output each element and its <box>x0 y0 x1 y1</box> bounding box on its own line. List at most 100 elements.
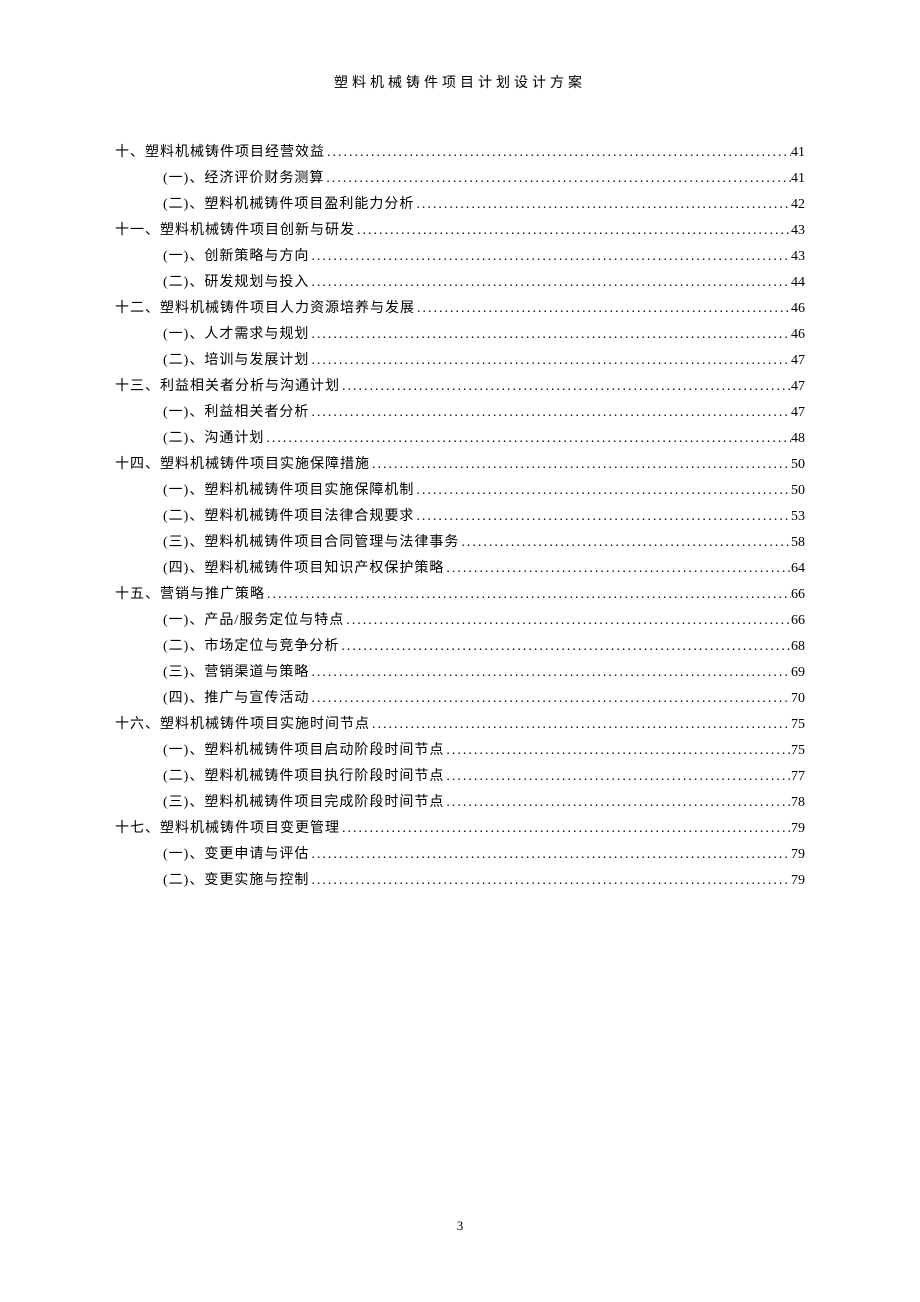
toc-entry-leader <box>444 764 791 790</box>
toc-entry-leader <box>265 582 791 608</box>
toc-entry-page: 43 <box>791 244 805 270</box>
toc-entry-page: 66 <box>791 608 805 634</box>
toc-entry-page: 43 <box>791 218 805 244</box>
toc-entry-title: (二)、塑料机械铸件项目法律合规要求 <box>163 504 414 530</box>
toc-entry: (三)、塑料机械铸件项目合同管理与法律事务 58 <box>115 530 805 556</box>
toc-entry-leader <box>415 296 791 322</box>
toc-entry: (二)、培训与发展计划 47 <box>115 348 805 374</box>
toc-entry-leader <box>309 868 791 894</box>
toc-entry-leader <box>459 530 791 556</box>
toc-entry-leader <box>444 738 791 764</box>
toc-entry-leader <box>309 686 791 712</box>
toc-entry-page: 69 <box>791 660 805 686</box>
toc-entry-page: 68 <box>791 634 805 660</box>
toc-entry-title: 十一、塑料机械铸件项目创新与研发 <box>115 218 355 244</box>
toc-entry-title: (四)、推广与宣传活动 <box>163 686 309 712</box>
toc-entry: (一)、产品/服务定位与特点 66 <box>115 608 805 634</box>
toc-entry-leader <box>325 140 791 166</box>
toc-entry-title: (一)、变更申请与评估 <box>163 842 309 868</box>
toc-entry-page: 79 <box>791 842 805 868</box>
toc-entry-page: 58 <box>791 530 805 556</box>
toc-entry-page: 75 <box>791 712 805 738</box>
toc-entry-leader <box>414 192 791 218</box>
toc-entry-page: 47 <box>791 374 805 400</box>
toc-entry-leader <box>370 712 791 738</box>
toc-entry: 十四、塑料机械铸件项目实施保障措施 50 <box>115 452 805 478</box>
toc-entry-leader <box>344 608 791 634</box>
toc-entry-title: (一)、创新策略与方向 <box>163 244 309 270</box>
toc-entry-page: 50 <box>791 452 805 478</box>
toc-entry-page: 53 <box>791 504 805 530</box>
toc-entry-leader <box>309 348 791 374</box>
toc-entry-leader <box>370 452 791 478</box>
toc-entry: (一)、经济评价财务测算41 <box>115 166 805 192</box>
toc-entry-title: 十三、利益相关者分析与沟通计划 <box>115 374 340 400</box>
toc-entry-leader <box>444 790 791 816</box>
toc-entry-page: 75 <box>791 738 805 764</box>
toc-entry-title: 十六、塑料机械铸件项目实施时间节点 <box>115 712 370 738</box>
toc-entry-page: 47 <box>791 400 805 426</box>
toc-entry: (一)、利益相关者分析 47 <box>115 400 805 426</box>
toc-entry-leader <box>309 322 791 348</box>
toc-entry: (一)、塑料机械铸件项目实施保障机制50 <box>115 478 805 504</box>
toc-entry: (二)、市场定位与竞争分析 68 <box>115 634 805 660</box>
toc-entry: (一)、塑料机械铸件项目启动阶段时间节点 75 <box>115 738 805 764</box>
toc-entry-leader <box>414 478 791 504</box>
toc-entry-title: 十二、塑料机械铸件项目人力资源培养与发展 <box>115 296 415 322</box>
toc-entry-leader <box>340 374 791 400</box>
toc-entry: (二)、研发规划与投入 44 <box>115 270 805 296</box>
toc-entry-leader <box>309 400 791 426</box>
toc-entry: 十七、塑料机械铸件项目变更管理 79 <box>115 816 805 842</box>
toc-entry-page: 78 <box>791 790 805 816</box>
toc-entry-title: 十、塑料机械铸件项目经营效益 <box>115 140 325 166</box>
toc-entry-title: (二)、塑料机械铸件项目执行阶段时间节点 <box>163 764 444 790</box>
page-number: 3 <box>0 1218 920 1234</box>
toc-entry-page: 41 <box>791 166 805 192</box>
toc-entry-title: 十七、塑料机械铸件项目变更管理 <box>115 816 340 842</box>
toc-entry-page: 79 <box>791 816 805 842</box>
toc-entry-title: (一)、人才需求与规划 <box>163 322 309 348</box>
toc-entry: 十六、塑料机械铸件项目实施时间节点 75 <box>115 712 805 738</box>
toc-entry-leader <box>324 166 791 192</box>
toc-entry: 十、塑料机械铸件项目经营效益41 <box>115 140 805 166</box>
toc-entry: 十二、塑料机械铸件项目人力资源培养与发展46 <box>115 296 805 322</box>
toc-entry: (三)、塑料机械铸件项目完成阶段时间节点 78 <box>115 790 805 816</box>
toc-entry-leader <box>309 244 791 270</box>
toc-entry: (二)、沟通计划 48 <box>115 426 805 452</box>
toc-entry-page: 47 <box>791 348 805 374</box>
toc-entry-page: 64 <box>791 556 805 582</box>
toc-entry-title: (四)、塑料机械铸件项目知识产权保护策略 <box>163 556 444 582</box>
toc-entry: (三)、营销渠道与策略 69 <box>115 660 805 686</box>
toc-entry-title: (二)、塑料机械铸件项目盈利能力分析 <box>163 192 414 218</box>
toc-entry-page: 42 <box>791 192 805 218</box>
toc-entry: (二)、塑料机械铸件项目法律合规要求 53 <box>115 504 805 530</box>
toc-entry-title: 十四、塑料机械铸件项目实施保障措施 <box>115 452 370 478</box>
toc-entry: (一)、创新策略与方向 43 <box>115 244 805 270</box>
toc-entry: (一)、变更申请与评估 79 <box>115 842 805 868</box>
toc-entry-title: (三)、塑料机械铸件项目合同管理与法律事务 <box>163 530 459 556</box>
page-number-value: 3 <box>457 1218 464 1233</box>
toc-entry: (一)、人才需求与规划46 <box>115 322 805 348</box>
toc-entry-title: (二)、市场定位与竞争分析 <box>163 634 339 660</box>
toc-entry-leader <box>414 504 791 530</box>
toc-entry-leader <box>309 842 791 868</box>
toc-entry: (四)、塑料机械铸件项目知识产权保护策略 64 <box>115 556 805 582</box>
toc-entry-title: 十五、营销与推广策略 <box>115 582 265 608</box>
toc-entry-leader <box>309 660 791 686</box>
toc-entry-title: (一)、产品/服务定位与特点 <box>163 608 344 634</box>
toc-entry-title: (三)、营销渠道与策略 <box>163 660 309 686</box>
page-header: 塑料机械铸件项目计划设计方案 <box>0 0 920 92</box>
toc-entry-leader <box>355 218 791 244</box>
toc-entry-title: (一)、塑料机械铸件项目实施保障机制 <box>163 478 414 504</box>
toc-entry-title: (二)、培训与发展计划 <box>163 348 309 374</box>
toc-container: 十、塑料机械铸件项目经营效益41(一)、经济评价财务测算41(二)、塑料机械铸件… <box>0 92 920 894</box>
toc-entry-title: (三)、塑料机械铸件项目完成阶段时间节点 <box>163 790 444 816</box>
toc-entry: (四)、推广与宣传活动70 <box>115 686 805 712</box>
toc-entry-title: (一)、利益相关者分析 <box>163 400 309 426</box>
toc-entry-leader <box>339 634 791 660</box>
toc-entry-page: 44 <box>791 270 805 296</box>
toc-entry-title: (一)、塑料机械铸件项目启动阶段时间节点 <box>163 738 444 764</box>
toc-entry-title: (二)、沟通计划 <box>163 426 264 452</box>
toc-entry-page: 48 <box>791 426 805 452</box>
toc-entry-title: (二)、研发规划与投入 <box>163 270 309 296</box>
